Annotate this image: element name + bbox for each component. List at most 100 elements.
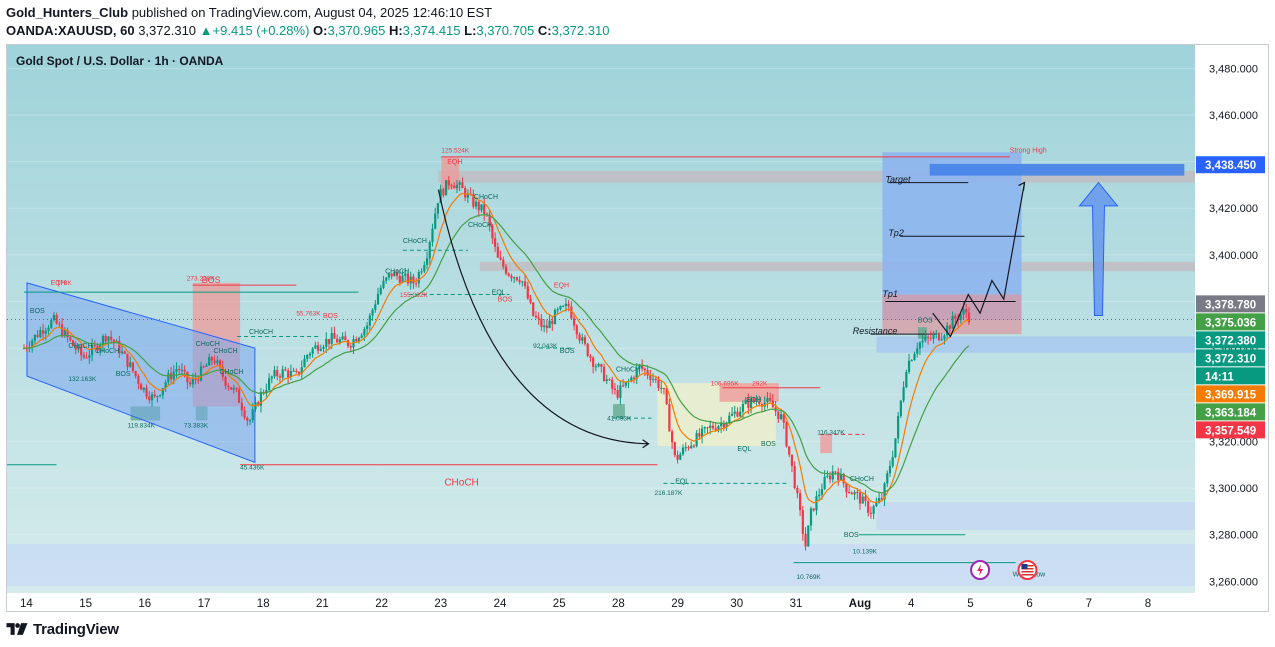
candle-body [583, 337, 587, 344]
candle-body [747, 400, 750, 408]
time-tick-label: 7 [1086, 598, 1092, 610]
candle-body [398, 275, 401, 283]
candle-body [47, 327, 50, 331]
candle-body [355, 339, 358, 342]
smc-label: BOS [560, 348, 575, 355]
candle-body [755, 400, 758, 402]
candle-body [415, 283, 418, 285]
price-tag [1196, 367, 1265, 385]
candle-body [804, 533, 807, 547]
candle-body [515, 277, 518, 281]
candle-body [673, 442, 676, 455]
candle-body [948, 325, 951, 329]
smc-label: BOS [323, 313, 338, 320]
candle-body [567, 303, 570, 307]
candle-body [872, 506, 875, 514]
candle-body [404, 273, 407, 276]
smc-label: BOS [116, 371, 131, 378]
candle-body [720, 423, 723, 427]
candle-body [480, 204, 483, 211]
volume-label: 125.524K [441, 147, 469, 154]
author-name[interactable]: Gold_Hunters_Club [6, 5, 129, 20]
candle-body [284, 369, 287, 371]
candle-body [910, 360, 913, 362]
candle-body [390, 273, 393, 277]
price-change: +9.415 (+0.28%) [212, 23, 310, 38]
candle-body [622, 385, 625, 387]
smc-label: CHoCH [213, 348, 237, 355]
candle-body [763, 402, 766, 407]
candle-body [556, 309, 559, 311]
candle-body [820, 489, 823, 495]
candle-body [905, 371, 908, 388]
candle-body [613, 388, 617, 391]
time-tick-label: 25 [553, 598, 566, 610]
candle-body [861, 496, 864, 504]
candle-body [899, 400, 902, 417]
candle-body [453, 185, 456, 189]
candle-body [676, 454, 679, 460]
candle-body [643, 368, 646, 371]
candle-body [932, 334, 935, 339]
candle-body [371, 309, 374, 316]
candle-body [464, 188, 467, 198]
time-tick-label: Aug [849, 598, 871, 610]
candle-body [698, 433, 701, 437]
candle-body [897, 416, 900, 439]
candle-body [395, 272, 399, 276]
candle-body [235, 387, 238, 390]
candle-body [502, 259, 505, 267]
candle-body [537, 317, 540, 319]
candle-body [31, 340, 34, 348]
candle-body [660, 387, 663, 389]
candle-body [869, 512, 873, 514]
candle-body [597, 364, 600, 367]
candle-body [749, 398, 753, 408]
low-value: 3,370.705 [476, 23, 535, 38]
candle-body [77, 346, 80, 350]
candle-body [638, 364, 641, 369]
volume-label: 132.163K [68, 376, 96, 383]
candle-body [382, 280, 385, 288]
candle-body [937, 333, 941, 341]
candle-body [401, 275, 404, 283]
candle-body [545, 325, 548, 329]
volume-label: 216.187K [654, 490, 682, 497]
price-tag-label: 3,372.310 [1205, 353, 1256, 365]
candle-body [891, 457, 894, 467]
candle-body [769, 398, 772, 401]
volume-label: 10.769K [797, 574, 822, 581]
candle-body [431, 228, 434, 243]
candle-body [709, 425, 712, 428]
candle-body [33, 334, 36, 341]
high-value: 3,374.415 [402, 23, 461, 38]
volume-label: 119.834K [128, 422, 156, 429]
demand-block-right [917, 327, 927, 339]
candle-body [330, 333, 333, 344]
candle-body [134, 371, 137, 376]
candle-body [303, 358, 306, 368]
candle-body [935, 333, 938, 335]
candle-body [306, 355, 309, 359]
candle-body [123, 351, 126, 354]
candle-body [665, 388, 668, 405]
candle-body [344, 336, 347, 341]
strong-high-label: Strong High [1010, 147, 1047, 154]
candle-body [736, 411, 739, 417]
symbol-label[interactable]: OANDA:XAUUSD, 60 [6, 23, 135, 38]
candle-body [850, 492, 853, 495]
candle-body [333, 333, 336, 339]
tradingview-logo-icon [6, 623, 28, 635]
candle-body [499, 257, 502, 260]
trade-level-label: Resistance [853, 326, 898, 336]
candle-body [101, 336, 105, 346]
candle-body [52, 314, 56, 321]
candle-body [630, 377, 633, 382]
candle-body [632, 377, 636, 379]
candle-body [687, 447, 690, 449]
candle-body [529, 298, 532, 303]
smc-label: CHoCH [403, 238, 427, 245]
supply-block-right [820, 434, 833, 454]
